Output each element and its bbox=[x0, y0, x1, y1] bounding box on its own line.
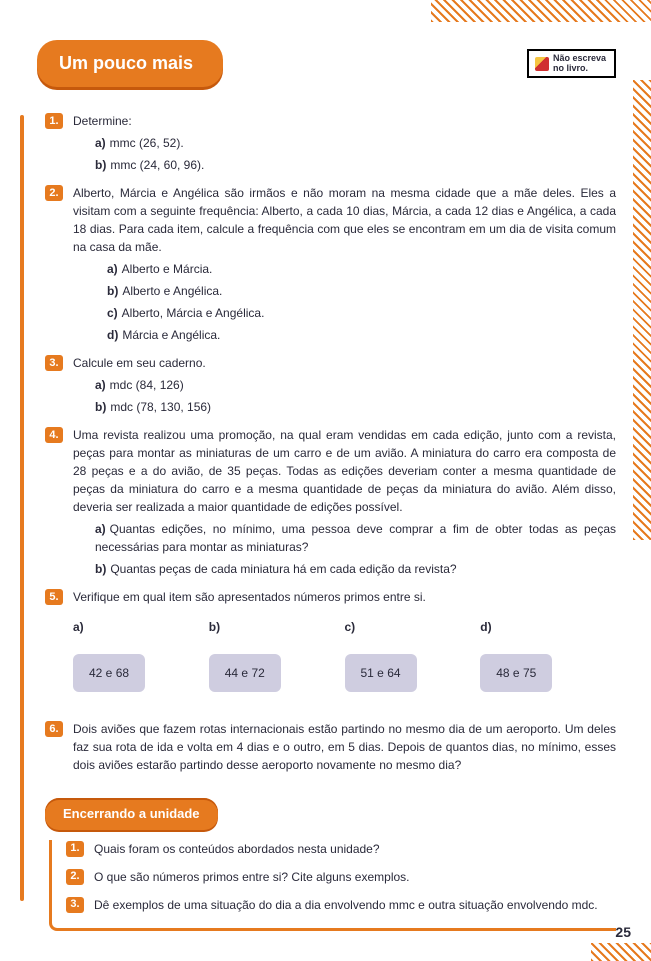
sub-item-a: a)Alberto e Márcia. bbox=[107, 260, 616, 278]
option-pill: 51 e 64 bbox=[345, 654, 417, 692]
closing-q3: 3. Dê exemplos de uma situação do dia a … bbox=[66, 896, 608, 914]
question-number: 3. bbox=[66, 897, 84, 913]
page: Um pouco mais Não escreva no livro. 1. D… bbox=[0, 0, 651, 961]
decor-side-hatch bbox=[633, 80, 651, 540]
question-number: 2. bbox=[45, 185, 63, 201]
closing-box: 1. Quais foram os conteúdos abordados ne… bbox=[49, 840, 616, 931]
option-b: b) 44 e 72 bbox=[209, 618, 345, 692]
sub-item-a: a)mdc (84, 126) bbox=[95, 376, 616, 394]
question-body: O que são números primos entre si? Cite … bbox=[94, 868, 608, 886]
question-number: 1. bbox=[66, 841, 84, 857]
closing-q2: 2. O que são números primos entre si? Ci… bbox=[66, 868, 608, 886]
question-body: Dê exemplos de uma situação do dia a dia… bbox=[94, 896, 608, 914]
option-pill: 48 e 75 bbox=[480, 654, 552, 692]
page-number: 25 bbox=[615, 922, 631, 943]
decor-bottom-hatch bbox=[591, 943, 651, 961]
closing-title-tab: Encerrando a unidade bbox=[45, 798, 218, 830]
question-body: Quais foram os conteúdos abordados nesta… bbox=[94, 840, 608, 858]
option-a: a) 42 e 68 bbox=[73, 618, 209, 692]
question-prompt: Alberto, Márcia e Angélica são irmãos e … bbox=[73, 186, 616, 254]
question-body: Alberto, Márcia e Angélica são irmãos e … bbox=[73, 184, 616, 344]
option-d: d) 48 e 75 bbox=[480, 618, 616, 692]
do-not-write-badge: Não escreva no livro. bbox=[527, 49, 616, 79]
question-body: Uma revista realizou uma promoção, na qu… bbox=[73, 426, 616, 578]
sub-item-b: b)Alberto e Angélica. bbox=[107, 282, 616, 300]
option-c: c) 51 e 64 bbox=[345, 618, 481, 692]
question-number: 1. bbox=[45, 113, 63, 129]
badge-text: Não escreva no livro. bbox=[553, 54, 606, 74]
content: 1. Determine: a)mmc (26, 52). b)mmc (24,… bbox=[45, 112, 616, 931]
sub-item-a: a)mmc (26, 52). bbox=[95, 134, 616, 152]
question-number: 5. bbox=[45, 589, 63, 605]
question-number: 6. bbox=[45, 721, 63, 737]
question-4: 4. Uma revista realizou uma promoção, na… bbox=[45, 426, 616, 578]
sub-item-b: b)mmc (24, 60, 96). bbox=[95, 156, 616, 174]
option-pill: 44 e 72 bbox=[209, 654, 281, 692]
question-body: Calcule em seu caderno. a)mdc (84, 126) … bbox=[73, 354, 616, 416]
header-row: Um pouco mais Não escreva no livro. bbox=[45, 40, 616, 87]
question-body: Dois aviões que fazem rotas internaciona… bbox=[73, 720, 616, 774]
question-6: 6. Dois aviões que fazem rotas internaci… bbox=[45, 720, 616, 774]
section-title-tab: Um pouco mais bbox=[37, 40, 223, 87]
pencil-crossed-icon bbox=[535, 57, 549, 71]
decor-top-hatch bbox=[431, 0, 651, 22]
question-number: 4. bbox=[45, 427, 63, 443]
question-2: 2. Alberto, Márcia e Angélica são irmãos… bbox=[45, 184, 616, 344]
question-3: 3. Calcule em seu caderno. a)mdc (84, 12… bbox=[45, 354, 616, 416]
question-1: 1. Determine: a)mmc (26, 52). b)mmc (24,… bbox=[45, 112, 616, 174]
sub-item-a: a)Quantas edições, no mínimo, uma pessoa… bbox=[95, 520, 616, 556]
option-pill: 42 e 68 bbox=[73, 654, 145, 692]
question-number: 3. bbox=[45, 355, 63, 371]
sub-item-b: b)mdc (78, 130, 156) bbox=[95, 398, 616, 416]
sub-item-b: b)Quantas peças de cada miniatura há em … bbox=[95, 560, 616, 578]
question-body: Determine: a)mmc (26, 52). b)mmc (24, 60… bbox=[73, 112, 616, 174]
closing-q1: 1. Quais foram os conteúdos abordados ne… bbox=[66, 840, 608, 858]
decor-left-bar bbox=[20, 115, 24, 901]
sub-item-d: d)Márcia e Angélica. bbox=[107, 326, 616, 344]
question-body: Verifique em qual item são apresentados … bbox=[73, 588, 616, 710]
question-prompt: Verifique em qual item são apresentados … bbox=[73, 590, 426, 604]
options-row: a) 42 e 68 b) 44 e 72 c) 51 e 64 d) 48 e… bbox=[73, 618, 616, 692]
question-5: 5. Verifique em qual item são apresentad… bbox=[45, 588, 616, 710]
sub-item-c: c)Alberto, Márcia e Angélica. bbox=[107, 304, 616, 322]
question-prompt: Uma revista realizou uma promoção, na qu… bbox=[73, 428, 616, 514]
question-prompt: Calcule em seu caderno. bbox=[73, 356, 206, 370]
question-prompt: Determine: bbox=[73, 114, 132, 128]
